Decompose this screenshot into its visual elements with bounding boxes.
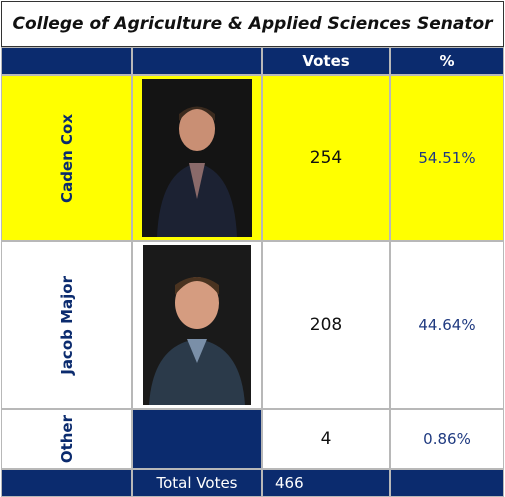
- photo-cell: [132, 241, 262, 409]
- votes: 254: [262, 75, 390, 241]
- percent: 0.86%: [390, 409, 504, 469]
- candidate-photo: [143, 245, 251, 405]
- candidate-name: Jacob Major: [57, 275, 76, 375]
- title: College of Agriculture & Applied Science…: [1, 1, 504, 47]
- header-blank: [1, 47, 132, 75]
- total-blank: [390, 469, 504, 497]
- total-votes: 466: [262, 469, 390, 497]
- percent: 54.51%: [390, 75, 504, 241]
- photo-cell: [132, 409, 262, 469]
- name-cell: Jacob Major: [1, 241, 132, 409]
- name-cell: Other: [1, 409, 132, 469]
- votes: 208: [262, 241, 390, 409]
- total-blank: [1, 469, 132, 497]
- votes: 4: [262, 409, 390, 469]
- total-label: Total Votes: [132, 469, 262, 497]
- header-blank: [132, 47, 262, 75]
- percent: 44.64%: [390, 241, 504, 409]
- candidate-photo: [142, 79, 252, 237]
- name-cell: Caden Cox: [1, 75, 132, 241]
- column-header: %: [390, 47, 504, 75]
- candidate-name: Other: [57, 414, 76, 464]
- photo-cell: [132, 75, 262, 241]
- column-header: Votes: [262, 47, 390, 75]
- candidate-name: Caden Cox: [57, 113, 76, 203]
